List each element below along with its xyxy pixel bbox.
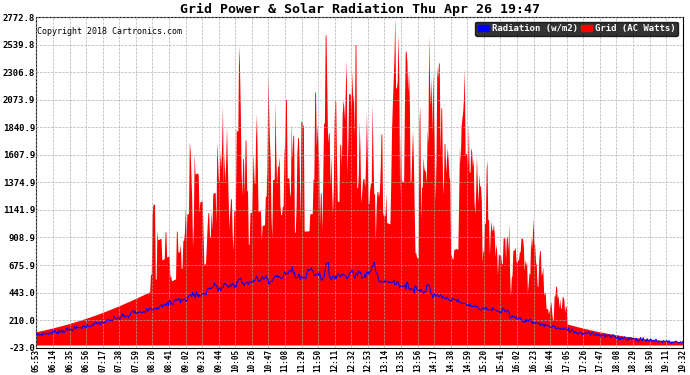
Legend: Radiation (w/m2), Grid (AC Watts): Radiation (w/m2), Grid (AC Watts) xyxy=(475,21,678,36)
Text: Copyright 2018 Cartronics.com: Copyright 2018 Cartronics.com xyxy=(37,27,182,36)
Title: Grid Power & Solar Radiation Thu Apr 26 19:47: Grid Power & Solar Radiation Thu Apr 26 … xyxy=(179,3,540,16)
